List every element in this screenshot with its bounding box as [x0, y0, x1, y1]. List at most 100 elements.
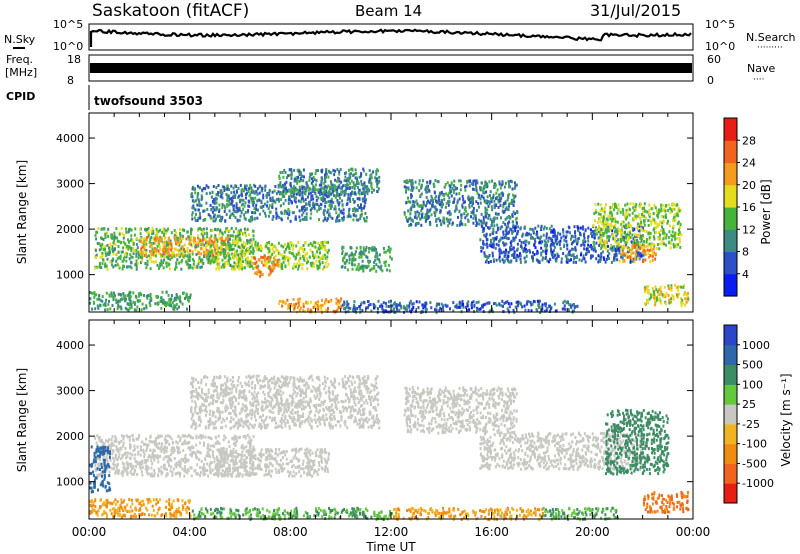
heatmap-cell: [479, 201, 482, 205]
heatmap-cell: [622, 251, 625, 254]
heatmap-cell: [253, 266, 256, 270]
heatmap-cell: [514, 217, 517, 221]
heatmap-cell: [248, 247, 251, 251]
heatmap-cell: [552, 243, 555, 247]
heatmap-cell: [672, 224, 675, 228]
heatmap-cell: [236, 258, 239, 261]
heatmap-cell: [326, 217, 329, 221]
heatmap-cell: [299, 306, 302, 310]
heatmap-cell: [191, 206, 194, 210]
heatmap-cell: [293, 179, 296, 183]
heatmap-cell: [654, 231, 656, 235]
heatmap-cell: [201, 242, 204, 246]
heatmap-cell: [267, 273, 270, 277]
heatmap-cell: [122, 294, 125, 298]
heatmap-cell: [513, 250, 516, 254]
heatmap-cell: [435, 304, 438, 308]
heatmap-cell: [254, 262, 257, 265]
heatmap-cell: [414, 215, 416, 219]
heatmap-cell: [550, 249, 552, 253]
heatmap-cell: [357, 218, 360, 222]
heatmap-cell: [653, 292, 656, 296]
heatmap-cell: [569, 231, 571, 235]
heatmap-cell: [470, 182, 473, 186]
heatmap-cell: [337, 306, 340, 309]
heatmap-cell: [493, 185, 495, 189]
heatmap-cell: [312, 205, 315, 209]
heatmap-cell: [106, 252, 109, 256]
heatmap-cell: [330, 200, 333, 204]
heatmap-cell: [482, 227, 485, 231]
heatmap-cell: [225, 227, 228, 231]
heatmap-cell: [171, 253, 174, 257]
heatmap-cell: [366, 189, 369, 193]
heatmap-cell: [262, 209, 265, 213]
heatmap-cell: [628, 225, 631, 229]
heatmap-cell: [119, 305, 122, 309]
heatmap-cell: [266, 246, 269, 250]
heatmap-cell: [507, 215, 510, 219]
heatmap-cell: [662, 215, 665, 219]
heatmap-cell: [668, 301, 671, 305]
heatmap-cell: [560, 257, 563, 261]
heatmap-cell: [523, 304, 526, 308]
heatmap-cell: [129, 300, 132, 304]
heatmap-cell: [376, 307, 379, 311]
heatmap-cell: [254, 211, 257, 215]
heatmap-cell: [408, 217, 410, 221]
heatmap-cell: [674, 283, 676, 287]
heatmap-cell: [625, 245, 628, 249]
heatmap-cell: [359, 216, 362, 220]
heatmap-cell: [223, 204, 226, 208]
heatmap-cell: [358, 206, 361, 210]
heatmap-cell: [621, 260, 624, 264]
heatmap-cell: [114, 236, 117, 240]
heatmap-cell: [208, 255, 211, 259]
heatmap-cell: [215, 205, 218, 209]
heatmap-cell: [498, 195, 501, 199]
heatmap-cell: [250, 242, 253, 246]
heatmap-cell: [415, 300, 418, 304]
heatmap-cell: [293, 184, 295, 188]
heatmap-cell: [332, 309, 335, 313]
heatmap-cell: [122, 264, 125, 268]
heatmap-cell: [256, 199, 259, 203]
heatmap-cell: [308, 201, 310, 205]
heatmap-cell: [277, 249, 280, 253]
heatmap-cell: [348, 209, 350, 213]
heatmap-cell: [316, 264, 319, 268]
heatmap-cell: [324, 184, 327, 188]
heatmap-cell: [424, 204, 427, 208]
heatmap-cell: [604, 225, 607, 229]
heatmap-cell: [604, 229, 607, 233]
heatmap-cell: [212, 253, 215, 257]
heatmap-cell: [398, 308, 401, 312]
heatmap-cell: [101, 245, 104, 249]
heatmap-cell: [361, 264, 364, 268]
heatmap-cell: [486, 242, 488, 246]
heatmap-cell: [438, 308, 441, 312]
heatmap-cell: [210, 249, 213, 252]
heatmap-cell: [646, 248, 649, 252]
heatmap-cell: [410, 194, 413, 198]
heatmap-cell: [566, 247, 569, 251]
heatmap-cell: [206, 243, 209, 247]
heatmap-cell: [494, 183, 497, 187]
heatmap-cell: [263, 202, 266, 206]
heatmap-cell: [269, 243, 272, 247]
heatmap-cell: [619, 245, 622, 249]
heatmap-cell: [194, 219, 197, 222]
heatmap-cell: [336, 188, 339, 191]
heatmap-cell: [429, 223, 432, 226]
heatmap-cell: [319, 251, 321, 255]
heatmap-cell: [613, 248, 616, 252]
heatmap-cell: [413, 200, 416, 204]
heatmap-cell: [375, 263, 378, 267]
heatmap-cell: [168, 303, 171, 307]
heatmap-cell: [125, 259, 128, 263]
heatmap-cell: [119, 299, 121, 303]
heatmap-cell: [663, 234, 666, 238]
heatmap-cell: [498, 180, 501, 184]
heatmap-cell: [120, 240, 122, 244]
heatmap-cell: [151, 247, 154, 251]
